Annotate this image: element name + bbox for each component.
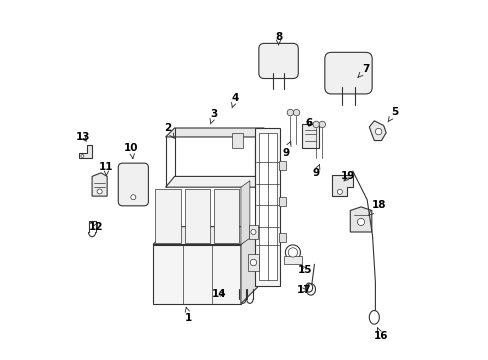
Polygon shape bbox=[241, 181, 249, 244]
FancyBboxPatch shape bbox=[118, 163, 148, 206]
Text: 10: 10 bbox=[124, 143, 139, 158]
Circle shape bbox=[287, 248, 297, 257]
Polygon shape bbox=[255, 128, 280, 286]
Circle shape bbox=[81, 154, 83, 157]
Polygon shape bbox=[332, 175, 352, 196]
Text: 17: 17 bbox=[296, 285, 310, 295]
Circle shape bbox=[250, 259, 256, 266]
Polygon shape bbox=[368, 121, 386, 140]
Circle shape bbox=[337, 189, 342, 194]
Bar bbox=[279, 197, 285, 206]
Polygon shape bbox=[184, 189, 210, 243]
Text: 19: 19 bbox=[341, 171, 355, 181]
Bar bbox=[279, 233, 285, 242]
Polygon shape bbox=[301, 125, 319, 148]
Polygon shape bbox=[241, 226, 258, 304]
Polygon shape bbox=[165, 128, 264, 137]
Text: 9: 9 bbox=[282, 141, 290, 158]
Polygon shape bbox=[165, 176, 264, 187]
Circle shape bbox=[286, 109, 293, 116]
Text: 15: 15 bbox=[298, 265, 312, 275]
Text: 11: 11 bbox=[99, 162, 113, 176]
FancyBboxPatch shape bbox=[324, 52, 371, 94]
Circle shape bbox=[357, 219, 364, 226]
Text: 16: 16 bbox=[373, 328, 387, 341]
Text: 2: 2 bbox=[163, 123, 174, 138]
Polygon shape bbox=[92, 173, 107, 196]
Polygon shape bbox=[79, 145, 92, 158]
Polygon shape bbox=[153, 244, 241, 304]
Circle shape bbox=[312, 121, 319, 128]
Polygon shape bbox=[155, 189, 181, 243]
Polygon shape bbox=[213, 189, 239, 243]
Text: 4: 4 bbox=[231, 93, 239, 108]
Polygon shape bbox=[349, 207, 371, 232]
Text: 6: 6 bbox=[305, 118, 312, 128]
Circle shape bbox=[319, 121, 325, 128]
Text: 5: 5 bbox=[387, 107, 398, 122]
Text: 3: 3 bbox=[210, 109, 217, 124]
Circle shape bbox=[375, 129, 381, 135]
Text: 14: 14 bbox=[212, 289, 226, 299]
Text: 13: 13 bbox=[76, 132, 90, 142]
Text: 18: 18 bbox=[368, 200, 386, 215]
Bar bbox=[231, 134, 242, 148]
Bar bbox=[247, 253, 258, 271]
Text: 12: 12 bbox=[88, 222, 102, 231]
Text: 7: 7 bbox=[357, 64, 369, 77]
Text: 9: 9 bbox=[312, 165, 319, 178]
FancyBboxPatch shape bbox=[258, 43, 298, 78]
Circle shape bbox=[293, 109, 299, 116]
Bar bbox=[284, 256, 301, 264]
Text: 8: 8 bbox=[274, 32, 282, 45]
Circle shape bbox=[250, 229, 255, 234]
Polygon shape bbox=[258, 134, 276, 280]
Bar bbox=[279, 161, 285, 170]
Circle shape bbox=[131, 195, 136, 200]
Bar bbox=[249, 225, 257, 239]
Polygon shape bbox=[153, 226, 258, 244]
Text: 1: 1 bbox=[185, 307, 192, 323]
Circle shape bbox=[97, 189, 102, 194]
